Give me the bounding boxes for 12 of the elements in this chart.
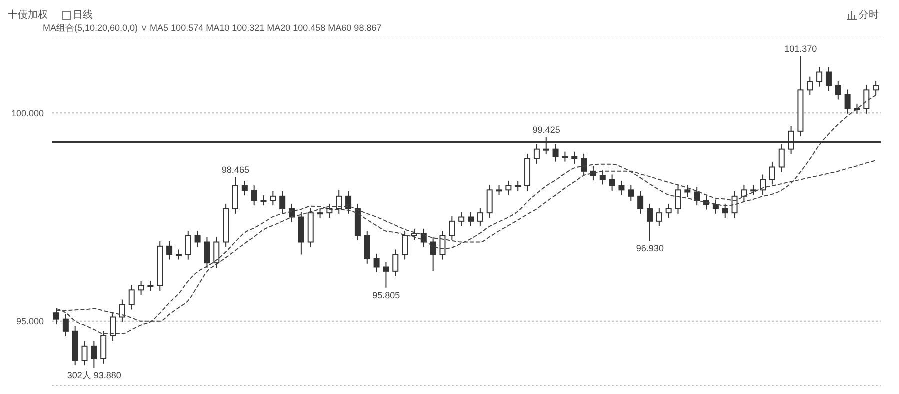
y-tick-label: 95.000 — [16, 316, 44, 327]
annotation: 101.370 — [784, 44, 818, 54]
annotation: 96.930 — [636, 243, 664, 254]
chart-title: 十债加权 — [8, 8, 48, 22]
annotation: 95.805 — [372, 290, 400, 300]
y-tick-label: 100.000 — [11, 108, 44, 118]
annotation: 99.425 — [532, 125, 560, 136]
chart-subtitle: MA组合(5,10,20,60,0,0) ∨ MA5 100.574 MA10 100.321 MA20 100.458 MA60 98.867 — [42, 22, 383, 35]
text: 分时 — [859, 8, 879, 22]
annotation: 98.465 — [222, 165, 250, 176]
annotation: 302人 93.880 — [67, 370, 122, 380]
text: 日线 — [73, 8, 93, 22]
